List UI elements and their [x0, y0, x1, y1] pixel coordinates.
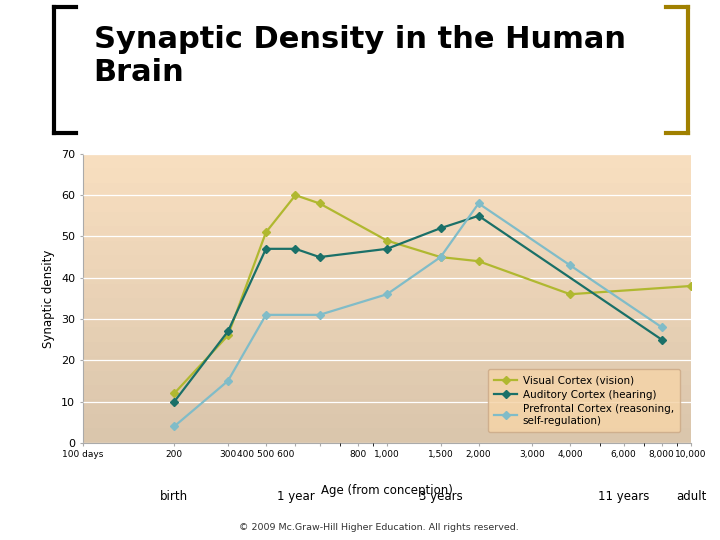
Text: Synaptic Density in the Human
Brain: Synaptic Density in the Human Brain	[94, 25, 626, 87]
Visual Cortex (vision)	[291, 192, 300, 198]
Text: © 2009 Mc.Graw-Hill Higher Education. All rights reserved.: © 2009 Mc.Graw-Hill Higher Education. Al…	[238, 523, 518, 532]
Text: 11 years: 11 years	[598, 490, 649, 503]
Bar	[83, 212, 691, 226]
Y-axis label: Synaptic density: Synaptic density	[42, 249, 55, 348]
Bar	[83, 385, 691, 400]
Bar	[83, 414, 691, 428]
Auditory Cortex (hearing)	[382, 246, 391, 252]
Line: Visual Cortex (vision): Visual Cortex (vision)	[171, 192, 694, 396]
Bar	[83, 313, 691, 327]
Text: adult: adult	[676, 490, 706, 503]
Prefrontal Cortex (reasoning,
self-regulation)	[170, 423, 179, 429]
Line: Auditory Cortex (hearing): Auditory Cortex (hearing)	[171, 213, 665, 404]
Bar	[83, 197, 691, 212]
Auditory Cortex (hearing)	[436, 225, 445, 232]
Line: Prefrontal Cortex (reasoning,
self-regulation): Prefrontal Cortex (reasoning, self-regul…	[171, 201, 665, 429]
Bar	[83, 298, 691, 313]
Bar	[83, 400, 691, 414]
Visual Cortex (vision)	[687, 283, 696, 289]
Bar	[83, 269, 691, 284]
Bar	[83, 154, 691, 168]
Bar	[83, 370, 691, 385]
Auditory Cortex (hearing)	[170, 399, 179, 405]
Prefrontal Cortex (reasoning,
self-regulation)	[566, 262, 575, 268]
Bar	[83, 168, 691, 183]
Prefrontal Cortex (reasoning,
self-regulation)	[474, 200, 483, 207]
Auditory Cortex (hearing)	[315, 254, 324, 260]
Bar	[83, 183, 691, 197]
Text: 3 years: 3 years	[419, 490, 462, 503]
Bar	[83, 342, 691, 356]
Auditory Cortex (hearing)	[224, 328, 233, 335]
Visual Cortex (vision)	[566, 291, 575, 298]
Visual Cortex (vision)	[224, 332, 233, 339]
Prefrontal Cortex (reasoning,
self-regulation)	[382, 291, 391, 298]
Prefrontal Cortex (reasoning,
self-regulation)	[315, 312, 324, 318]
Visual Cortex (vision)	[436, 254, 445, 260]
Auditory Cortex (hearing)	[291, 246, 300, 252]
Prefrontal Cortex (reasoning,
self-regulation)	[224, 377, 233, 384]
Visual Cortex (vision)	[474, 258, 483, 265]
Visual Cortex (vision)	[261, 229, 270, 235]
Bar	[83, 284, 691, 298]
Prefrontal Cortex (reasoning,
self-regulation)	[657, 324, 666, 330]
Bar	[83, 356, 691, 370]
Prefrontal Cortex (reasoning,
self-regulation)	[436, 254, 445, 260]
Auditory Cortex (hearing)	[657, 336, 666, 343]
Prefrontal Cortex (reasoning,
self-regulation)	[261, 312, 270, 318]
Bar	[83, 241, 691, 255]
Bar	[83, 428, 691, 443]
Visual Cortex (vision)	[315, 200, 324, 207]
Bar	[83, 327, 691, 342]
Bar	[83, 226, 691, 241]
Text: birth: birth	[161, 490, 189, 503]
Visual Cortex (vision)	[382, 238, 391, 244]
Visual Cortex (vision)	[170, 390, 179, 396]
Legend: Visual Cortex (vision), Auditory Cortex (hearing), Prefrontal Cortex (reasoning,: Visual Cortex (vision), Auditory Cortex …	[488, 369, 680, 432]
Text: 1 year: 1 year	[276, 490, 315, 503]
Auditory Cortex (hearing)	[474, 213, 483, 219]
Auditory Cortex (hearing)	[261, 246, 270, 252]
Bar	[83, 255, 691, 269]
X-axis label: Age (from conception): Age (from conception)	[321, 484, 453, 497]
